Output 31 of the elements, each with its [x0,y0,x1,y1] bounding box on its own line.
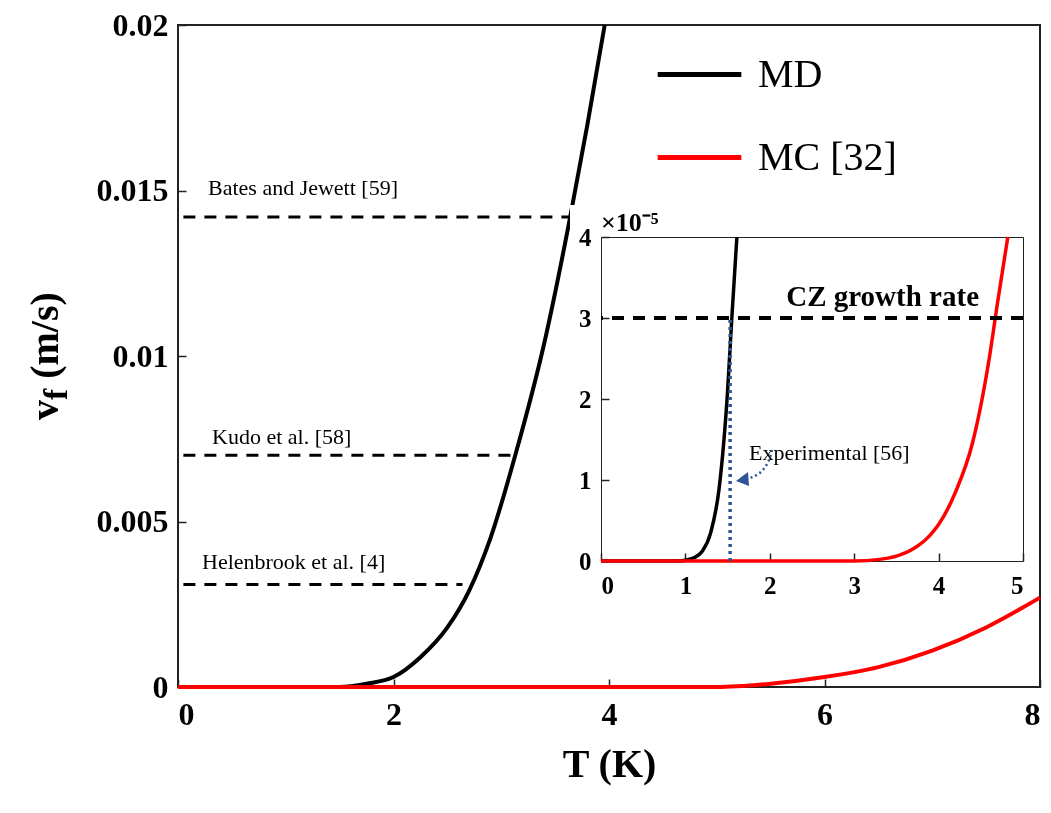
x-tick-label: 6 [817,695,833,732]
x-tick-label: 0 [178,695,195,732]
y-tick-label: 0.02 [112,6,169,43]
x-tick-label: 0 [601,571,614,599]
y-tick-label: 0 [152,668,169,705]
legend-label: MC [32] [758,133,897,179]
annotation: Helenbrook et al. [4] [202,549,386,574]
annotation: Experimental [56] [749,440,910,465]
legend-label: MD [758,50,823,96]
y-tick-label: 0.015 [96,172,169,208]
y-tick-label: 1 [579,466,592,494]
line-series [599,235,1010,563]
y-tick-label: 0.005 [96,503,169,539]
y-tick-label: 0.01 [112,337,169,374]
y-tick-label: 3 [579,304,592,332]
x-tick-label: 4 [932,571,946,599]
y-tick-label: 2 [579,385,592,413]
x-tick-label: 8 [1024,695,1041,732]
x-tick-label: 5 [1011,571,1024,599]
annotation: Kudo et al. [58] [212,424,352,449]
x-tick-label: 2 [764,571,777,599]
x-tick-label: 3 [848,571,861,599]
x-axis-title: T (K) [562,740,657,786]
y-tick-label: 4 [579,223,592,251]
x-tick-label: 1 [679,571,693,599]
x-tick-label: 2 [386,695,402,732]
y-tick-label: 0 [579,547,592,575]
ref-line-label: CZ growth rate [786,280,980,312]
annotation: Bates and Jewett [59] [208,175,398,200]
line-series [176,595,1042,689]
annotation: ×10⁻⁵ [601,208,659,237]
